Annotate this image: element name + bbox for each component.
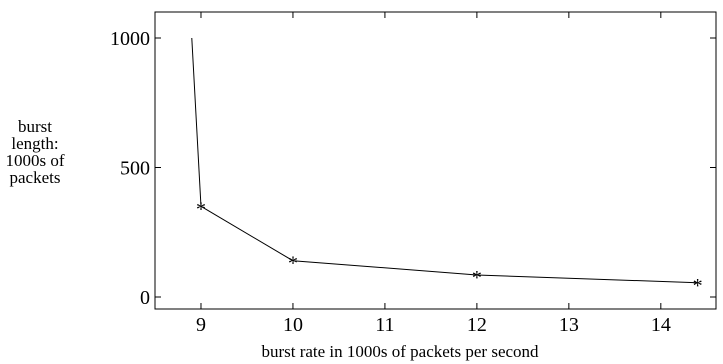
y-axis-ticks: 0 500 1000 [110, 28, 716, 309]
x-axis-label: burst rate in 1000s of packets per secon… [261, 342, 539, 361]
y-axis-label-line-4: packets [9, 168, 61, 187]
series-group: * * * * [191, 37, 703, 297]
y-axis-label: burst length: 1000s of packets [0, 118, 70, 186]
plot-frame [154, 11, 717, 310]
x-axis-ticks: 9 10 11 12 13 14 [196, 12, 671, 336]
y-tick-label-500: 500 [120, 158, 150, 180]
y-axis-label-line-1: burst [18, 117, 52, 136]
data-point-marker-1: * [196, 198, 206, 220]
y-tick-label-0: 0 [140, 287, 150, 309]
y-tick-label-1000: 1000 [110, 28, 150, 50]
y-axis-label-line-3: 1000s of [5, 151, 65, 170]
y-axis-label-line-2: length: [11, 134, 59, 153]
x-tick-label-9: 9 [196, 314, 206, 336]
x-tick-label-11: 11 [375, 314, 394, 336]
data-point-marker-2: * [288, 253, 298, 275]
x-tick-label-14: 14 [651, 314, 671, 336]
data-point-marker-3: * [472, 267, 482, 289]
x-tick-label-12: 12 [467, 314, 487, 336]
series-line-0 [191, 37, 698, 284]
x-tick-label-13: 13 [559, 314, 579, 336]
x-tick-label-10: 10 [283, 314, 303, 336]
data-point-marker-4: * [693, 275, 703, 297]
